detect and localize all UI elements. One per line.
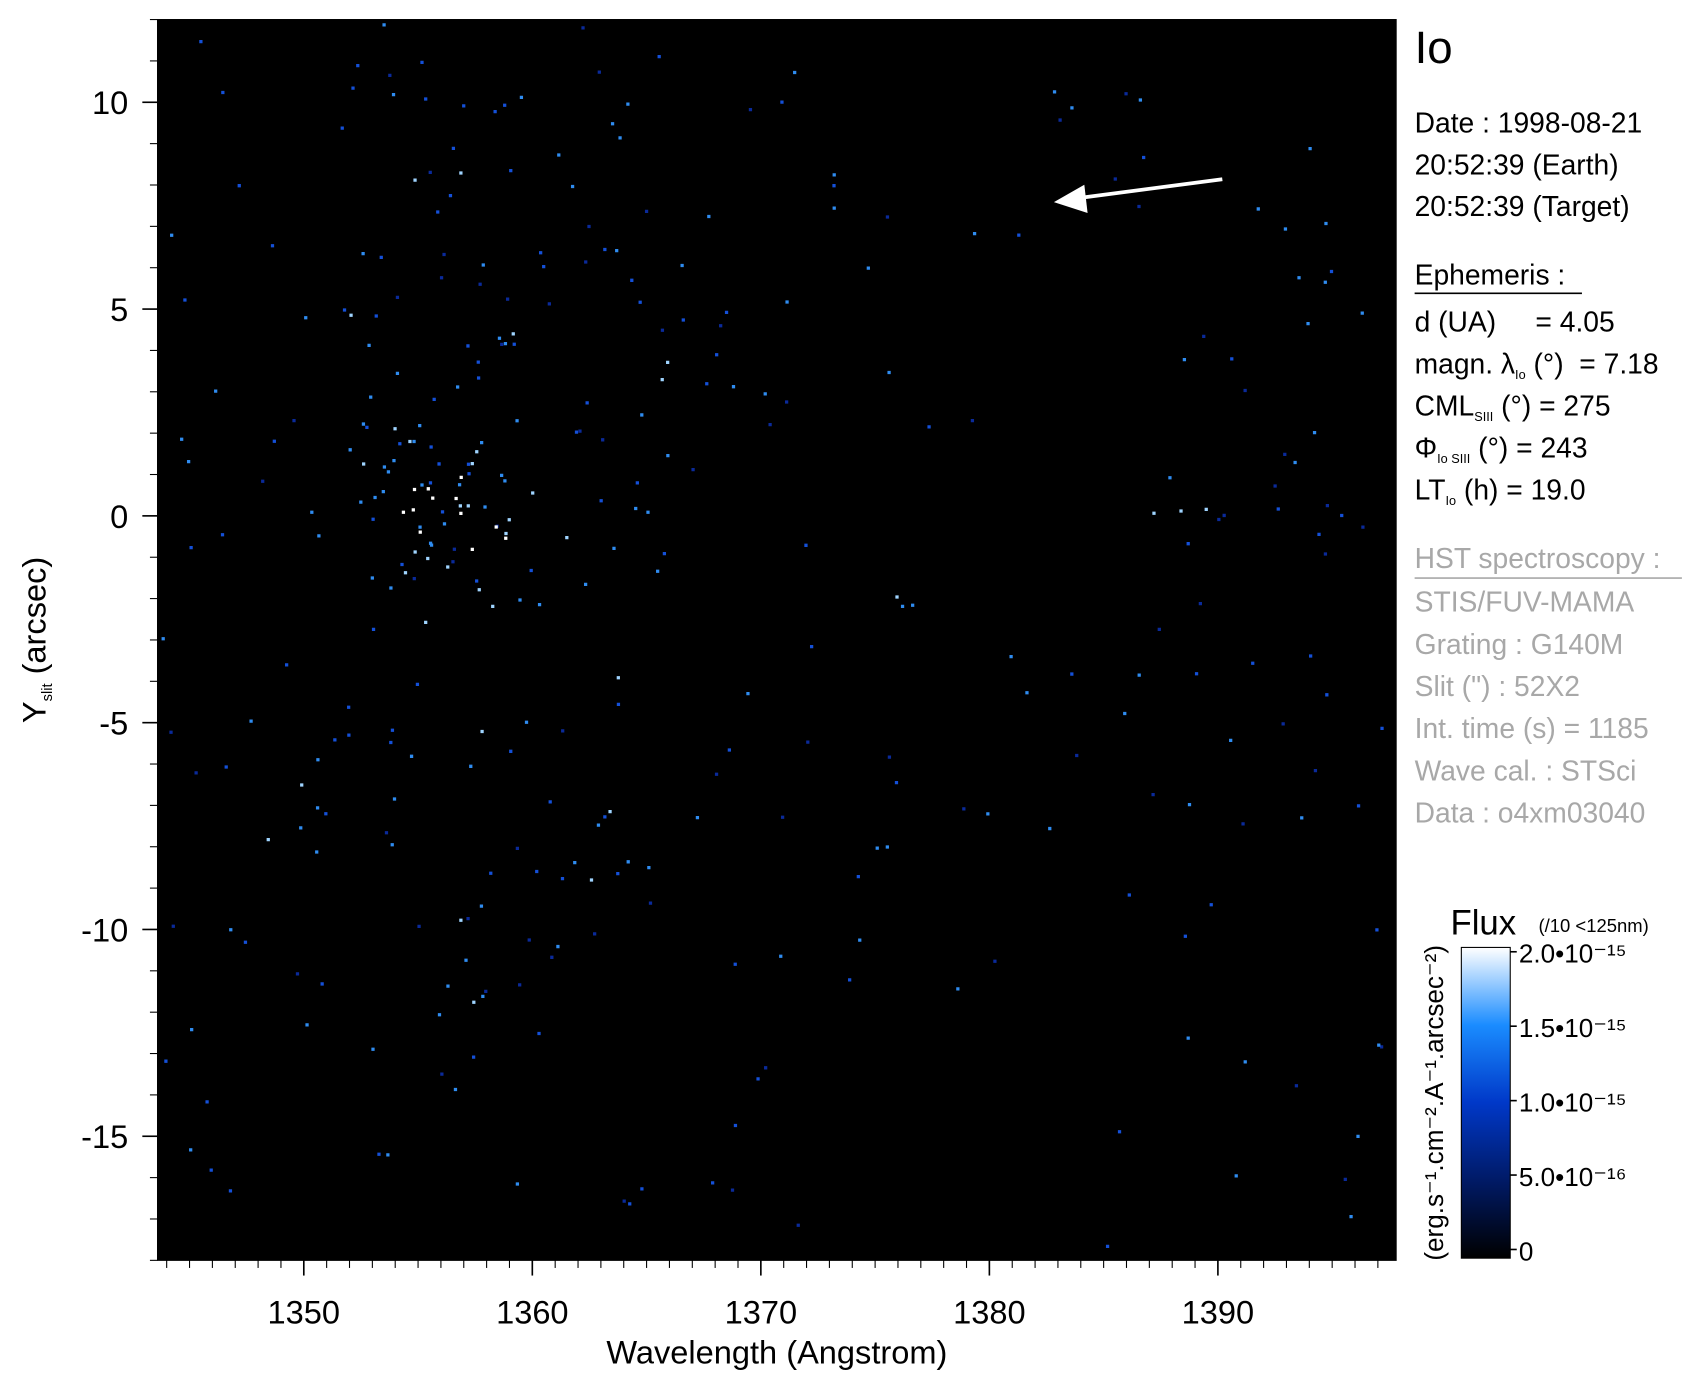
- text-segment: Φ: [1415, 432, 1438, 464]
- hst-block: STIS/FUV-MAMA Grating : G140M Slit (") : 5…: [1415, 586, 1649, 829]
- ephemeris-line: magn. λIo (°) = 7.18: [1415, 347, 1659, 382]
- colorbar-tick-label: 5.0•10⁻¹⁶: [1519, 1162, 1627, 1192]
- y-tick-label: 0: [110, 498, 128, 535]
- ephemeris-heading: Ephemeris :: [1415, 259, 1566, 291]
- hst-line: STIS/FUV-MAMA: [1415, 586, 1635, 618]
- colorbar-tick-label: 1.5•10⁻¹⁵: [1519, 1013, 1627, 1043]
- subscript: Io SIII: [1437, 451, 1470, 466]
- text-segment: (arcsec): [16, 557, 53, 684]
- image-background: [157, 19, 1397, 1261]
- text-segment: (h) = 19.0: [1456, 474, 1585, 506]
- colorbar-note: (/10 <125nm): [1538, 915, 1648, 936]
- hst-line: Data : o4xm03040: [1415, 796, 1646, 828]
- text-segment: (°) = 275: [1493, 389, 1610, 421]
- text-segment: Y: [16, 701, 53, 723]
- subscript: Io: [1445, 493, 1456, 508]
- y-tick-label: 5: [110, 291, 128, 328]
- colorbar-label: (erg.s⁻¹.cm⁻².A⁻¹.arcsec⁻²): [1419, 945, 1449, 1261]
- x-tick-label: 1370: [725, 1293, 797, 1330]
- y-tick-label: -15: [81, 1118, 128, 1155]
- colorbar-tick-label: 1.0•10⁻¹⁵: [1519, 1087, 1627, 1117]
- subscript: SIII: [1474, 409, 1493, 424]
- x-axis-label: Wavelength (Angstrom): [606, 1334, 947, 1371]
- date-line: 20:52:39 (Earth): [1415, 148, 1619, 180]
- y-axis-label: Yslit (arcsec): [16, 557, 57, 723]
- x-tick-label: 1360: [496, 1293, 568, 1330]
- subscript: Io: [1515, 367, 1526, 382]
- x-tick-label: 1380: [953, 1293, 1025, 1330]
- text-segment: LT: [1415, 474, 1446, 506]
- subscript: slit: [40, 683, 56, 701]
- x-tick-label: 1390: [1182, 1293, 1254, 1330]
- text-segment: (°) = 7.18: [1526, 347, 1659, 379]
- hst-heading: HST spectroscopy :: [1415, 542, 1661, 574]
- figure-content: Wavelength (Angstrom) Yslit (arcsec) Io …: [16, 19, 1682, 1371]
- colorbar: [1460, 946, 1511, 1259]
- date-line: Date : 1998-08-21: [1415, 107, 1643, 139]
- ephemeris-line: ΦIo SIII (°) = 243: [1415, 432, 1588, 467]
- text-segment: magn. λ: [1415, 347, 1515, 379]
- text-segment: CML: [1415, 389, 1475, 421]
- x-tick-label: 1350: [268, 1293, 340, 1330]
- date-block: Date : 1998-08-21 20:52:39 (Earth) 20:52:3…: [1415, 107, 1643, 223]
- y-tick-label: 10: [92, 84, 128, 121]
- text-segment: (°) = 243: [1470, 432, 1587, 464]
- hst-line: Wave cal. : STSci: [1415, 754, 1637, 786]
- text-segment: d (UA) = 4.05: [1415, 305, 1615, 337]
- date-line: 20:52:39 (Target): [1415, 190, 1630, 222]
- ephemeris-line: CMLSIII (°) = 275: [1415, 389, 1611, 424]
- hst-line: Slit (") : 52X2: [1415, 670, 1580, 702]
- y-tick-label: -10: [81, 911, 128, 948]
- ephemeris-line: LTIo (h) = 19.0: [1415, 474, 1586, 509]
- colorbar-tick-label: 2.0•10⁻¹⁵: [1519, 939, 1627, 969]
- hst-line: Grating : G140M: [1415, 628, 1624, 660]
- ephemeris-line: d (UA) = 4.05: [1415, 305, 1615, 337]
- panel-title: Io: [1415, 22, 1453, 73]
- colorbar-title: Flux: [1450, 904, 1516, 942]
- arrow-annotation: [1053, 177, 1223, 213]
- hst-line: Int. time (s) = 1185: [1415, 712, 1649, 744]
- colorbar-tick-label: 0: [1519, 1236, 1533, 1266]
- y-tick-label: -5: [99, 705, 128, 742]
